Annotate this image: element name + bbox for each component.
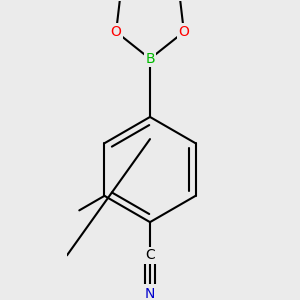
- Text: N: N: [145, 287, 155, 300]
- Text: C: C: [145, 248, 155, 262]
- Text: O: O: [111, 25, 122, 39]
- Text: B: B: [145, 52, 155, 66]
- Text: O: O: [178, 25, 189, 39]
